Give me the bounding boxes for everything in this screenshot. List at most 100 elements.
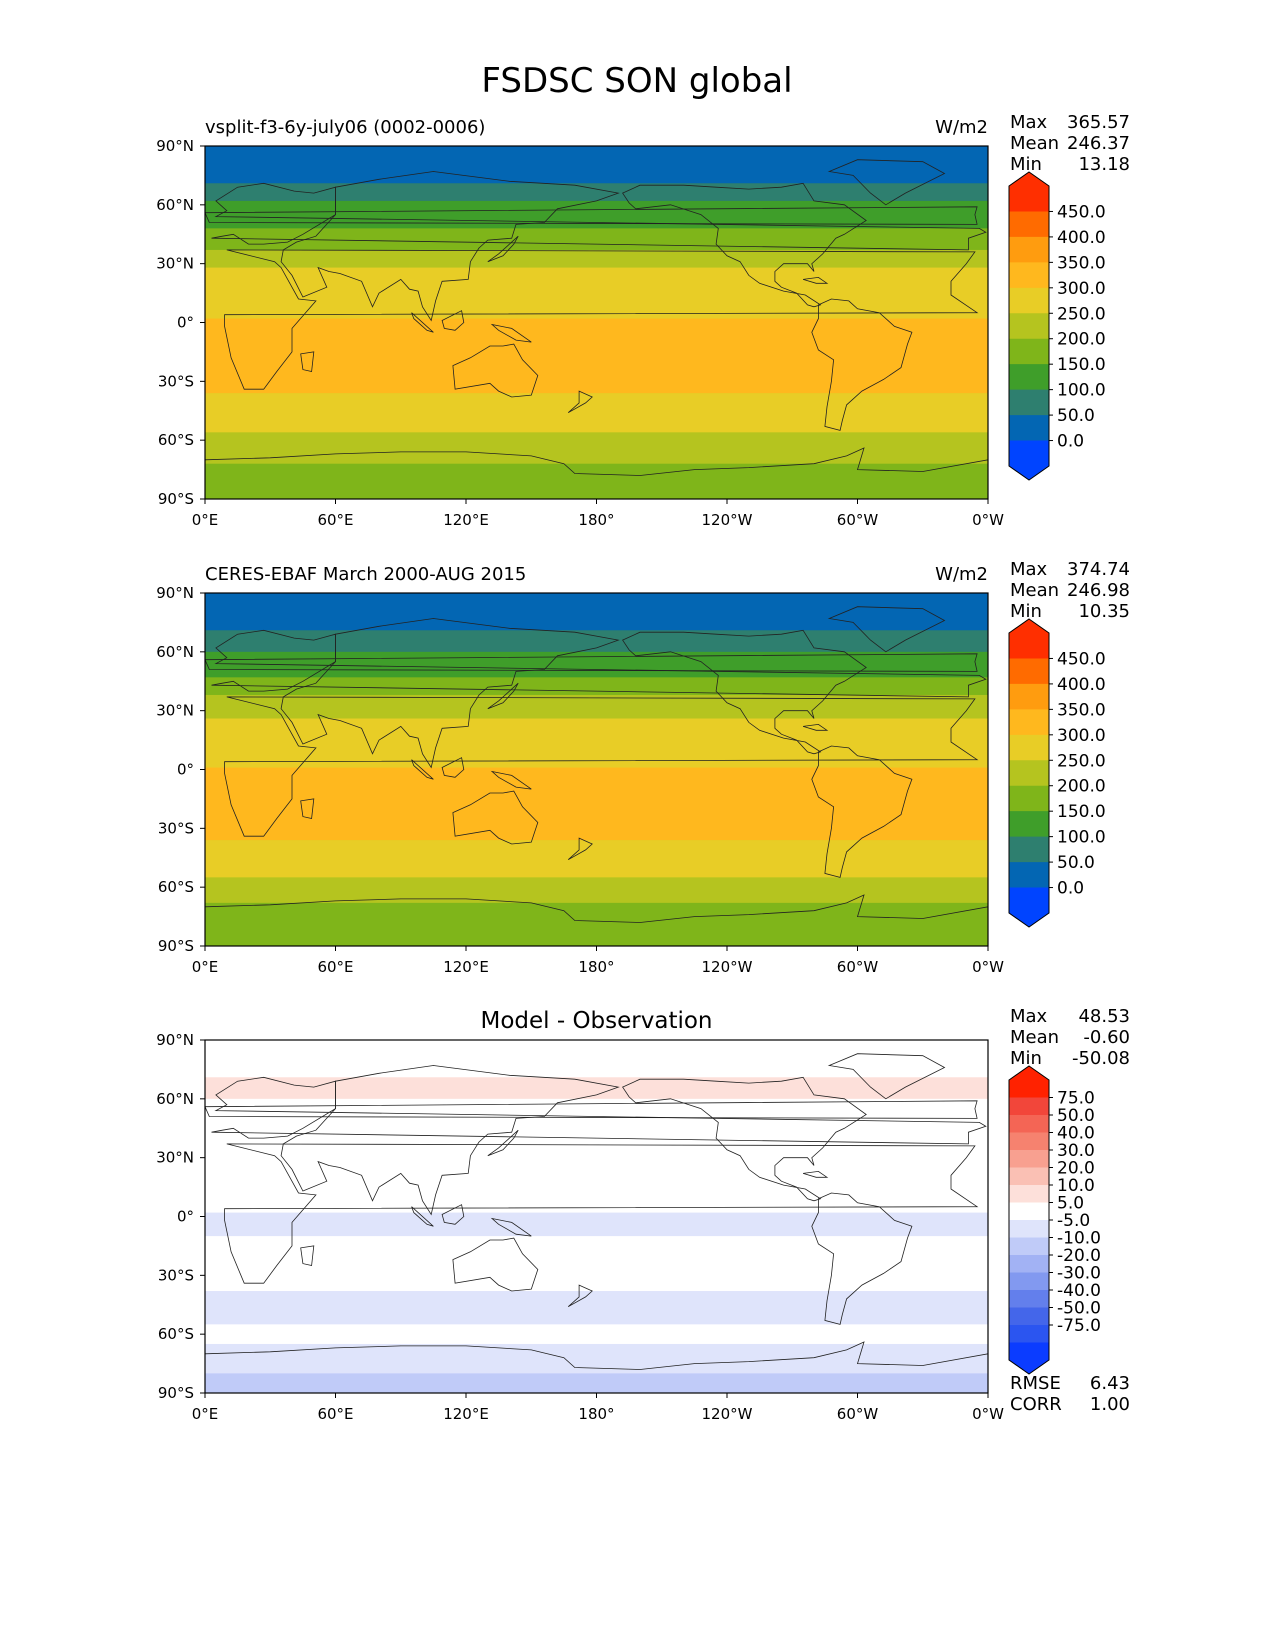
coastline-uk <box>205 1100 978 1119</box>
y-tick-label: 60°N <box>156 1090 194 1108</box>
colorbar-segment <box>1009 862 1049 889</box>
stat-label-rmse: RMSE <box>1010 1373 1061 1394</box>
zonal-band <box>205 902 988 946</box>
zonal-band <box>205 767 988 841</box>
colorbar-segment <box>1009 1255 1049 1273</box>
stat-label-corr: CORR <box>1010 1394 1062 1415</box>
colorbar-segment <box>1009 1220 1049 1238</box>
colorbar-segment <box>1009 415 1049 442</box>
colorbar-segment <box>1009 172 1049 212</box>
stat-value-rmse: 6.43 <box>1090 1373 1130 1394</box>
panel-units: W/m2 <box>935 117 988 138</box>
colorbar: 450.0 400.0 350.0 300.0 250.0 200.0 150.0 100.0… <box>1008 618 1106 928</box>
zonal-band <box>205 1212 988 1237</box>
panel-observation: 0°E 60°E 120°E 180° 120°W 60°W 0°W 90°N 60°N 30°N… <box>156 559 1130 976</box>
coastline-africa <box>224 1143 979 1284</box>
colorbar-segment <box>1009 836 1049 863</box>
coastline-cuba <box>802 723 829 731</box>
zonal-band <box>205 840 988 878</box>
colorbar-segment <box>1009 760 1049 787</box>
coastline-new-zealand <box>567 1284 593 1308</box>
zonal-band <box>205 146 988 184</box>
colorbar-segment <box>1009 1342 1049 1374</box>
coastline-uk <box>205 653 978 672</box>
zonal-band <box>205 1343 988 1374</box>
colorbar-segment <box>1009 709 1049 736</box>
colorbar-label: 50.0 <box>1057 406 1095 426</box>
stat-value-min: 13.18 <box>1078 154 1130 175</box>
x-tick-label: 60°W <box>837 1405 879 1423</box>
colorbar-outline <box>1008 171 1050 481</box>
coastline-greenland <box>827 159 946 206</box>
zonal-band <box>205 877 988 904</box>
colorbar-label: -10.0 <box>1057 1229 1101 1249</box>
coastline-uk <box>205 206 978 225</box>
coastline-japan <box>487 235 519 263</box>
y-tick-label: 30°N <box>156 255 194 273</box>
x-tick-label: 0°W <box>972 1405 1004 1423</box>
colorbar-segment <box>1009 1167 1049 1186</box>
stat-label-mean: Mean <box>1010 580 1059 601</box>
stat-value-mean: -0.60 <box>1083 1027 1130 1048</box>
zonal-band <box>205 1098 988 1123</box>
colorbar-segment <box>1009 1066 1049 1098</box>
coastline-madagascar <box>300 1245 315 1266</box>
y-tick-label: 30°N <box>156 1149 194 1167</box>
stat-label-max: Max <box>1010 559 1048 580</box>
coastline-borneo <box>441 1204 465 1225</box>
stat-value-corr: 1.00 <box>1090 1394 1130 1415</box>
y-tick-label: 60°N <box>156 196 194 214</box>
zonal-band <box>205 677 988 696</box>
y-tick-label: 90°N <box>156 137 194 155</box>
panel-left-title: CERES-EBAF March 2000-AUG 2015 <box>205 564 526 585</box>
coastline-sumatra <box>411 312 434 333</box>
stat-value-min: 10.35 <box>1078 601 1130 622</box>
y-tick-label: 90°N <box>156 1031 194 1049</box>
x-tick-label: 180° <box>578 1405 614 1423</box>
coastline-borneo <box>441 310 465 331</box>
coastline-europe <box>211 1076 987 1145</box>
y-tick-label: 30°S <box>158 1266 194 1284</box>
x-tick-label: 60°W <box>837 958 879 976</box>
map-field <box>205 1040 988 1393</box>
y-tick-label: 60°S <box>158 878 194 896</box>
y-tick-label: 90°S <box>158 937 194 955</box>
colorbar-outline <box>1008 618 1050 928</box>
coastline-borneo <box>441 757 465 778</box>
coastline-japan <box>487 682 519 710</box>
coastline-australia <box>452 790 539 845</box>
coastline-africa <box>224 249 979 390</box>
zonal-band <box>205 1324 988 1345</box>
colorbar-label: 50.0 <box>1057 853 1095 873</box>
colorbar-outline <box>1008 1065 1050 1375</box>
colorbar-label: -20.0 <box>1057 1246 1101 1266</box>
zonal-band <box>205 200 988 229</box>
colorbar-label: 450.0 <box>1057 202 1106 222</box>
x-tick-label: 60°E <box>317 1405 353 1423</box>
colorbar-label: -50.0 <box>1057 1299 1101 1319</box>
coastline-south-america <box>811 298 913 431</box>
coastline-madagascar <box>300 798 315 819</box>
colorbar-label: 200.0 <box>1057 330 1106 350</box>
colorbar-label: 150.0 <box>1057 355 1106 375</box>
colorbar-label: 40.0 <box>1057 1124 1095 1144</box>
zonal-band <box>205 393 988 433</box>
coastline-asia <box>280 1065 620 1216</box>
zonal-band <box>205 267 988 320</box>
zonal-band <box>205 463 988 499</box>
colorbar-segment <box>1009 887 1049 927</box>
coastline-madagascar <box>300 351 315 372</box>
coastline-sumatra <box>411 1206 434 1227</box>
coastline-cuba <box>802 276 829 284</box>
zonal-band <box>205 1077 988 1100</box>
coastline-asia <box>280 171 620 322</box>
colorbar-segment <box>1009 364 1049 391</box>
zonal-band <box>205 630 988 653</box>
colorbar-label: 30.0 <box>1057 1141 1095 1161</box>
coastline-new-guinea <box>490 323 532 343</box>
colorbar-label: 150.0 <box>1057 802 1106 822</box>
colorbar-label: 400.0 <box>1057 228 1106 248</box>
colorbar-segment <box>1009 1272 1049 1291</box>
zonal-band <box>205 183 988 202</box>
colorbar-segment <box>1009 1325 1049 1343</box>
